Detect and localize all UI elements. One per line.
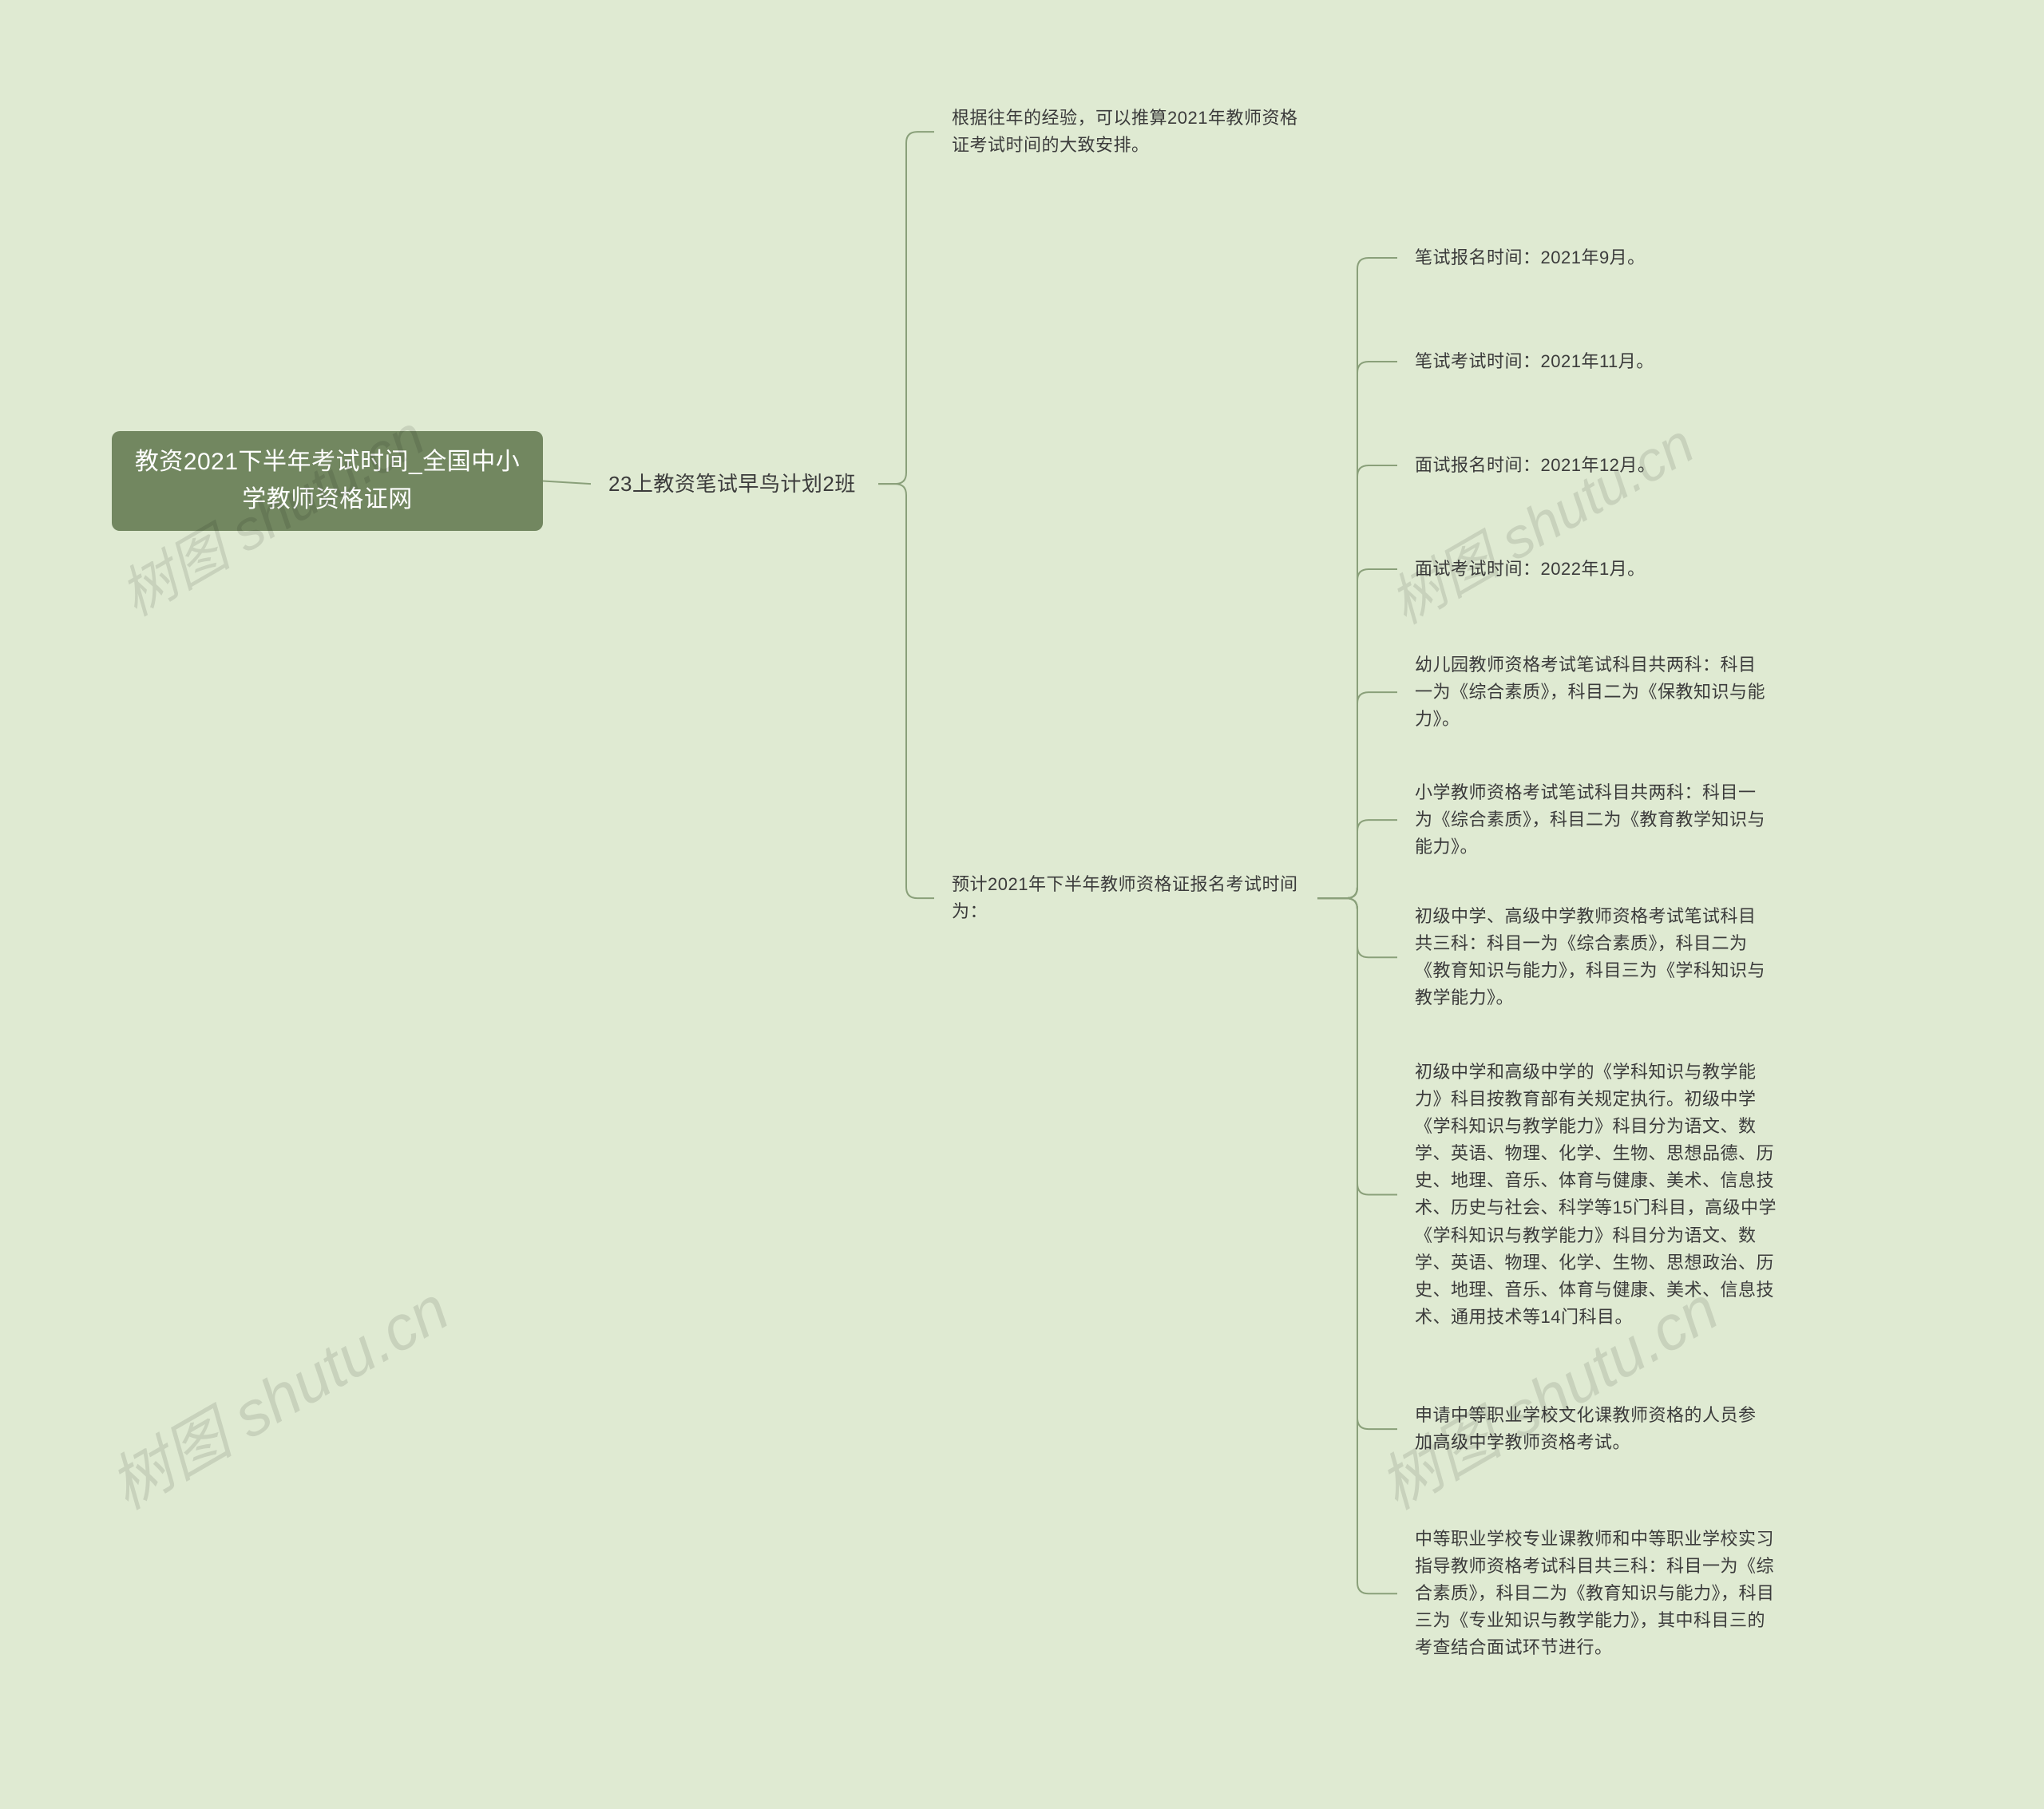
- level1-node[interactable]: 23上教资笔试早鸟计划2班: [591, 455, 878, 513]
- level3-label: 幼儿园教师资格考试笔试科目共两科：科目一为《综合素质》，科目二为《保教知识与能力…: [1415, 651, 1771, 733]
- level3-label: 面试考试时间：2022年1月。: [1415, 556, 1646, 583]
- level3-node[interactable]: 幼儿园教师资格考试笔试科目共两科：科目一为《综合素质》，科目二为《保教知识与能力…: [1397, 639, 1788, 746]
- level1-label: 23上教资笔试早鸟计划2班: [608, 468, 856, 500]
- mindmap-canvas: 教资2021下半年考试时间_全国中小学教师资格证网 23上教资笔试早鸟计划2班 …: [0, 0, 2044, 1809]
- level2-label: 预计2021年下半年教师资格证报名考试时间为：: [952, 871, 1300, 925]
- level3-node[interactable]: 申请中等职业学校文化课教师资格的人员参加高级中学教师资格考试。: [1397, 1389, 1788, 1469]
- level2-node[interactable]: 根据往年的经验，可以推算2021年教师资格证考试时间的大致安排。: [934, 92, 1317, 172]
- level2-node[interactable]: 预计2021年下半年教师资格证报名考试时间为：: [934, 858, 1317, 938]
- level3-label: 初级中学、高级中学教师资格考试笔试科目共三科：科目一为《综合素质》，科目二为《教…: [1415, 903, 1771, 1011]
- level3-node[interactable]: 小学教师资格考试笔试科目共两科：科目一为《综合素质》，科目二为《教育教学知识与能…: [1397, 766, 1788, 873]
- level2-label: 根据往年的经验，可以推算2021年教师资格证考试时间的大致安排。: [952, 105, 1300, 159]
- level3-label: 申请中等职业学校文化课教师资格的人员参加高级中学教师资格考试。: [1415, 1402, 1771, 1456]
- level3-node[interactable]: 笔试报名时间：2021年9月。: [1397, 232, 1773, 284]
- level3-label: 笔试考试时间：2021年11月。: [1415, 348, 1654, 375]
- level3-label: 小学教师资格考试笔试科目共两科：科目一为《综合素质》，科目二为《教育教学知识与能…: [1415, 779, 1771, 861]
- level3-node[interactable]: 面试考试时间：2022年1月。: [1397, 543, 1773, 596]
- root-node[interactable]: 教资2021下半年考试时间_全国中小学教师资格证网: [112, 431, 543, 531]
- level3-label: 中等职业学校专业课教师和中等职业学校实习指导教师资格考试科目共三科：科目一为《综…: [1415, 1526, 1779, 1661]
- level3-label: 初级中学和高级中学的《学科知识与教学能力》科目按教育部有关规定执行。初级中学《学…: [1415, 1059, 1779, 1331]
- level3-node[interactable]: 笔试考试时间：2021年11月。: [1397, 335, 1773, 388]
- level3-label: 笔试报名时间：2021年9月。: [1415, 244, 1646, 271]
- watermark: 树图 shutu.cn: [1373, 400, 1707, 639]
- level3-node[interactable]: 中等职业学校专业课教师和中等职业学校实习指导教师资格考试科目共三科：科目一为《综…: [1397, 1513, 1796, 1674]
- level3-node[interactable]: 初级中学和高级中学的《学科知识与教学能力》科目按教育部有关规定执行。初级中学《学…: [1397, 1046, 1796, 1344]
- watermark: 树图 shutu.cn: [91, 1261, 462, 1526]
- level3-node[interactable]: 初级中学、高级中学教师资格考试笔试科目共三科：科目一为《综合素质》，科目二为《教…: [1397, 890, 1788, 1024]
- level3-node[interactable]: 面试报名时间：2021年12月。: [1397, 439, 1773, 492]
- level3-label: 面试报名时间：2021年12月。: [1415, 452, 1655, 479]
- root-label: 教资2021下半年考试时间_全国中小学教师资格证网: [129, 444, 525, 518]
